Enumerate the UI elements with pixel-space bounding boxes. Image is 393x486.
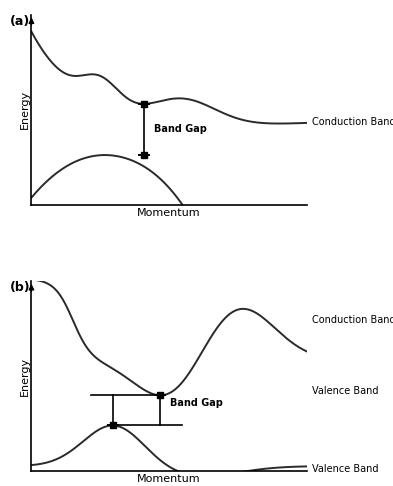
Text: Band Gap: Band Gap bbox=[170, 398, 223, 408]
Text: Band Gap: Band Gap bbox=[154, 124, 206, 135]
X-axis label: Momentum: Momentum bbox=[137, 208, 201, 218]
Text: Conduction Band: Conduction Band bbox=[312, 117, 393, 127]
X-axis label: Momentum: Momentum bbox=[137, 474, 201, 484]
Text: (a): (a) bbox=[9, 15, 30, 28]
Text: (b): (b) bbox=[9, 281, 30, 294]
Y-axis label: Energy: Energy bbox=[20, 357, 30, 396]
Text: Valence Band: Valence Band bbox=[312, 464, 378, 474]
Y-axis label: Energy: Energy bbox=[20, 90, 30, 129]
Text: Valence Band: Valence Band bbox=[312, 386, 378, 396]
Text: Conduction Band: Conduction Band bbox=[312, 314, 393, 325]
